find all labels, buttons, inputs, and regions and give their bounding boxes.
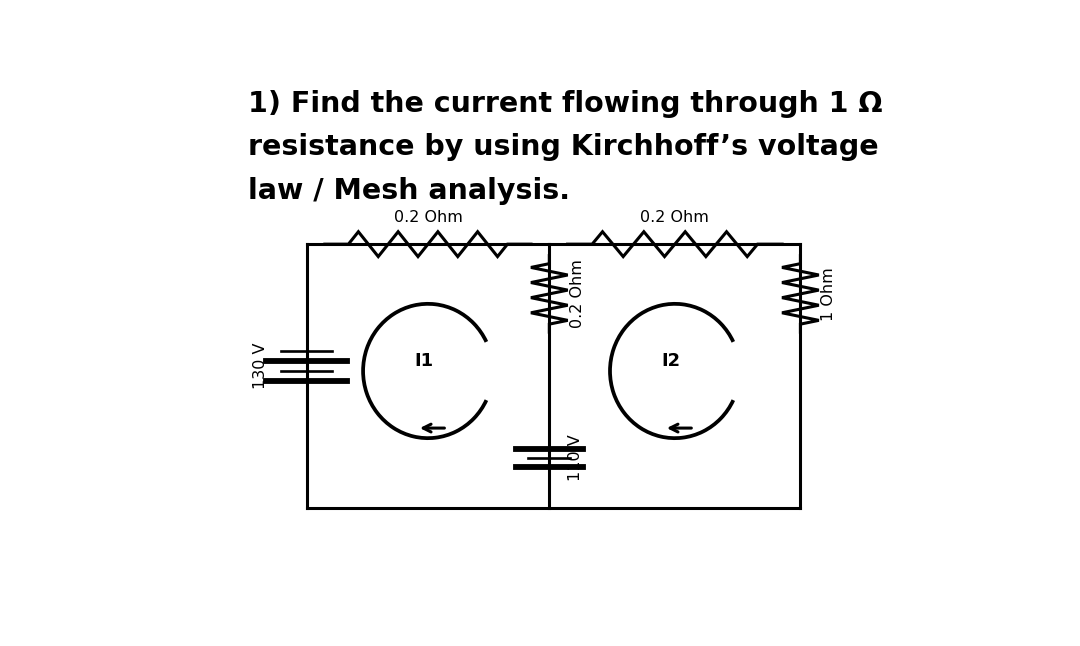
Text: 130 V: 130 V xyxy=(253,343,268,390)
Text: 1) Find the current flowing through 1 Ω: 1) Find the current flowing through 1 Ω xyxy=(248,90,882,118)
Text: 1 Ohm: 1 Ohm xyxy=(822,267,836,321)
Text: I2: I2 xyxy=(661,352,680,370)
Text: 0.2 Ohm: 0.2 Ohm xyxy=(570,260,585,328)
Text: I1: I1 xyxy=(415,352,433,370)
Text: 0.2 Ohm: 0.2 Ohm xyxy=(640,210,710,225)
Text: 110 V: 110 V xyxy=(568,435,583,481)
Text: law / Mesh analysis.: law / Mesh analysis. xyxy=(248,176,570,205)
Text: 0.2 Ohm: 0.2 Ohm xyxy=(393,210,462,225)
Text: resistance by using Kirchhoff’s voltage: resistance by using Kirchhoff’s voltage xyxy=(248,133,879,162)
